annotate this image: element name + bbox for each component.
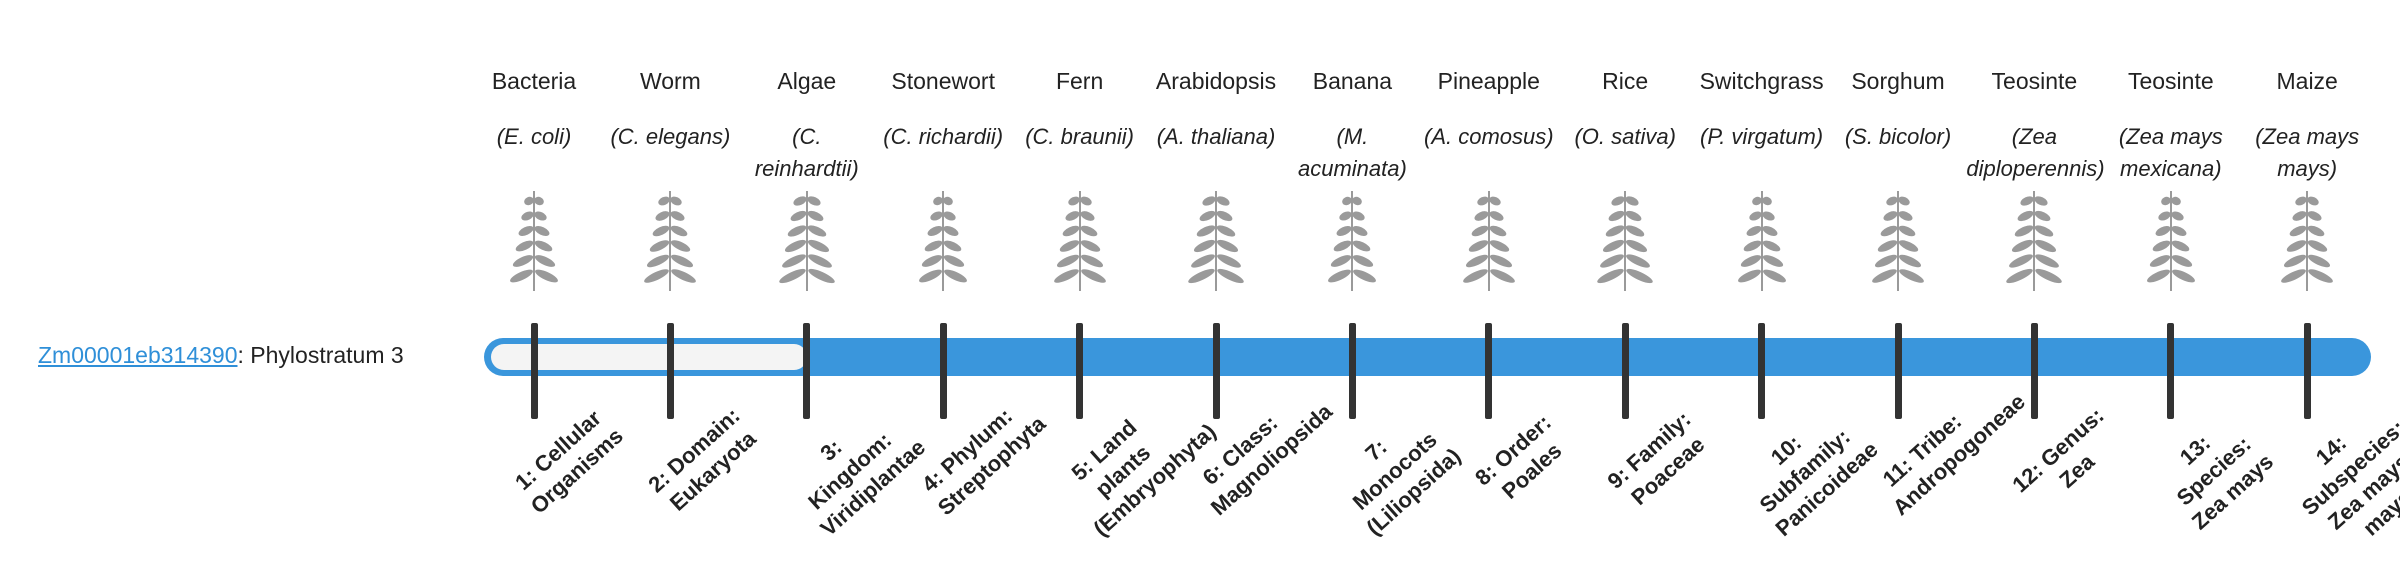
organism-image-box	[2262, 176, 2352, 294]
organism-image	[2146, 191, 2195, 291]
organism-image-box	[625, 176, 715, 294]
organism-species: (P. virgatum)	[1700, 124, 1824, 149]
organism-species: (C. braunii)	[1025, 124, 1134, 149]
organism-image-box	[1989, 176, 2079, 294]
stratum-tick	[2303, 323, 2311, 419]
organism-image	[1053, 191, 1106, 291]
organism-species: (A. thaliana)	[1156, 124, 1276, 149]
stratum-label: 8: Order: Poales	[1469, 409, 1567, 504]
organism-name: Bacteria	[491, 68, 577, 94]
stratum-label: 7: Monocots (Liliopsida)	[1348, 426, 1466, 541]
stratum-label: 9: Family: Poaceae	[1602, 406, 1710, 511]
organism-image	[1872, 191, 1924, 291]
stratum-label: 12: Genus: Zea	[2007, 402, 2110, 498]
organism-image-box	[1853, 176, 1943, 294]
organism-species: (C. reinhardtii)	[754, 124, 859, 181]
organism-species: (Zea mays mexicana)	[2118, 124, 2223, 181]
stratum-tick	[1485, 323, 1493, 419]
stratum-tick	[1894, 323, 1902, 419]
organism-name: Sorghum	[1851, 68, 1945, 94]
stratum-tick	[2030, 323, 2038, 419]
organism-image	[510, 191, 558, 291]
organism-image	[2281, 191, 2334, 291]
organism-name: Maize	[2276, 68, 2338, 94]
stratum-label: 2: Domain: Eukaryota	[643, 402, 762, 516]
organism-image	[644, 191, 697, 291]
organism-name: Teosinte	[1991, 68, 2078, 94]
stratum-tick	[530, 323, 538, 419]
stratum-label: 11: Tribe: Andropogoneae	[1877, 388, 2030, 521]
organism-name: Banana	[1312, 68, 1393, 94]
stratum-tick	[666, 323, 674, 419]
stratum-label: 14: Subspecies: Zea mays mays	[2297, 414, 2400, 541]
organism-name: Teosinte	[2127, 68, 2214, 94]
organism-image-box	[1580, 176, 1670, 294]
organism-image	[1328, 191, 1377, 291]
organism-species: (Zea diploperennis)	[1966, 124, 2105, 181]
stratum-tick	[1348, 323, 1356, 419]
organism-image-box	[489, 176, 579, 294]
organism-image-box	[898, 176, 988, 294]
organism-species: (Zea mays mays)	[2255, 124, 2360, 181]
stratum-label: 10: Subfamily: Panicoideae	[1754, 423, 1883, 542]
stratum-tick	[1758, 323, 1766, 419]
organism-name: Algae	[777, 68, 837, 94]
organism-name: Stonewort	[891, 68, 995, 94]
organism-image-box	[2126, 176, 2216, 294]
organism-image	[1462, 191, 1515, 291]
organism-species: (S. bicolor)	[1844, 124, 1952, 149]
stratum-label: 6: Class: Magnoliopsida	[1197, 398, 1337, 521]
stratum-tick	[1621, 323, 1629, 419]
stratum-label: 1: Cellular Organisms	[510, 405, 628, 519]
organism-name: Worm	[639, 68, 701, 94]
gene-label: Zm00001eb314390: Phylostratum 3	[38, 342, 404, 369]
gene-label-text: : Phylostratum	[237, 342, 385, 368]
organism-name: Fern	[1055, 68, 1104, 94]
organism-image-box	[1717, 176, 1807, 294]
organism-image	[779, 191, 835, 291]
organism-name: Arabidopsis	[1155, 68, 1277, 94]
organism-species: (E. coli)	[496, 124, 572, 149]
stratum-label: 5: Land plants (Embryophyta)	[1066, 414, 1221, 542]
organism-name: Rice	[1602, 68, 1649, 94]
organism-image	[919, 191, 968, 291]
stratum-tick	[803, 323, 811, 419]
organism-name: Switchgrass	[1699, 68, 1824, 94]
organism-species: (C. richardii)	[883, 124, 1004, 149]
organism-image	[1737, 191, 1786, 291]
stratum-label: 3: Kingdom: Viridiplantae	[803, 427, 930, 542]
organism-species: (C. elegans)	[610, 124, 731, 149]
organism-image-box	[1307, 176, 1397, 294]
stratum-label: 4: Phylum: Streptophyta	[917, 403, 1051, 521]
stratum-tick	[2167, 323, 2175, 419]
organism-image	[1597, 191, 1653, 291]
organism-image-box	[1171, 176, 1261, 294]
organism-image	[1188, 191, 1244, 291]
organism-image	[2006, 191, 2063, 291]
organism-name: Pineapple	[1437, 68, 1540, 94]
organism-image-box	[1444, 176, 1534, 294]
stratum-tick	[1076, 323, 1084, 419]
stratum-tick	[939, 323, 947, 419]
gene-link[interactable]: Zm00001eb314390	[38, 342, 238, 368]
stratum-label: 13: Species: Zea mays	[2171, 430, 2278, 535]
organism-image-box	[1035, 176, 1125, 294]
bar-unfilled	[491, 344, 807, 370]
stratum-tick	[1212, 323, 1220, 419]
organism-species: (O. sativa)	[1574, 124, 1676, 149]
organism-image-box	[762, 176, 852, 294]
organism-species: (M. acuminata)	[1297, 124, 1407, 181]
phylostratum-number: 3	[390, 342, 404, 368]
organism-species: (A. comosus)	[1424, 124, 1554, 149]
